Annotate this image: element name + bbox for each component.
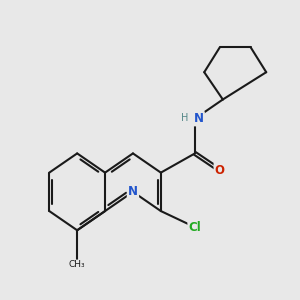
Text: N: N — [128, 185, 138, 198]
Text: Cl: Cl — [189, 221, 201, 234]
Text: H: H — [181, 113, 189, 123]
Text: O: O — [215, 164, 225, 177]
Text: N: N — [194, 112, 204, 125]
Text: CH₃: CH₃ — [69, 260, 85, 269]
